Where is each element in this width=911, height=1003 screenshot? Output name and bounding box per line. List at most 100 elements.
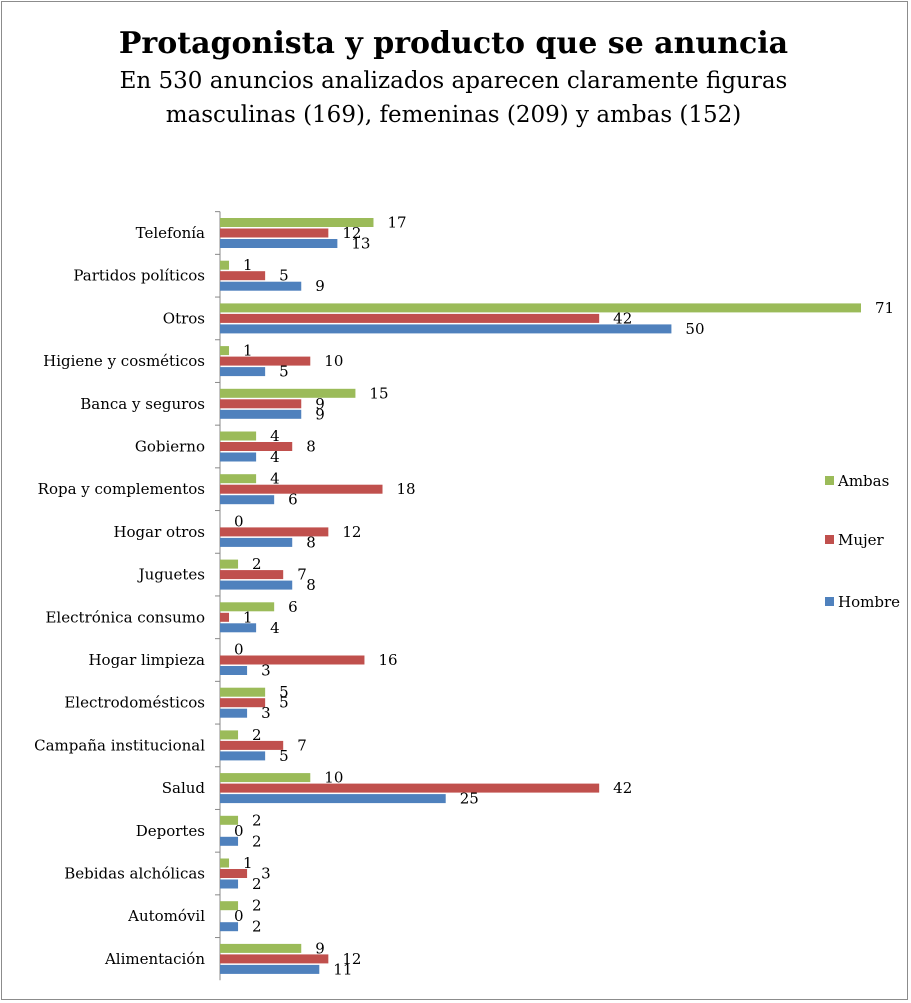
bar-ambas — [220, 388, 356, 398]
bar-hombre — [220, 580, 293, 590]
data-label-hombre: 9 — [315, 277, 325, 295]
data-label-mujer: 7 — [297, 736, 307, 754]
data-label-mujer: 42 — [613, 309, 632, 327]
bar-mujer — [220, 442, 293, 451]
data-label-mujer: 5 — [279, 694, 289, 712]
data-label-hombre: 2 — [252, 875, 262, 893]
bar-ambas — [220, 730, 239, 740]
data-label-ambas: 2 — [252, 726, 262, 744]
bar-hombre — [220, 836, 239, 846]
bar-hombre — [220, 751, 266, 761]
bar-hombre — [220, 794, 446, 804]
category-label: Alimentación — [104, 950, 205, 968]
data-label-mujer: 5 — [279, 267, 289, 285]
bar-ambas — [220, 218, 374, 227]
data-label-hombre: 2 — [252, 918, 262, 936]
bar-mujer — [220, 399, 302, 409]
bar-ambas — [220, 943, 302, 953]
data-label-hombre: 4 — [270, 448, 280, 466]
data-label-mujer: 0 — [234, 907, 244, 925]
bar-hombre — [220, 537, 293, 547]
data-label-ambas: 1 — [243, 342, 253, 360]
legend-swatch-mujer — [825, 535, 834, 544]
category-label: Juguetes — [137, 566, 205, 584]
data-label-hombre: 3 — [261, 704, 271, 722]
bar-ambas — [220, 474, 257, 484]
legend-label-mujer: Mujer — [838, 531, 885, 549]
bar-ambas — [220, 303, 861, 313]
data-label-mujer: 18 — [397, 480, 416, 498]
legend-label-hombre: Hombre — [838, 593, 900, 611]
data-label-hombre: 8 — [306, 533, 316, 551]
data-label-mujer: 42 — [613, 779, 632, 797]
data-label-mujer: 9 — [315, 395, 325, 413]
bar-ambas — [220, 687, 266, 697]
legend-swatch-ambas — [825, 476, 834, 485]
category-label: Banca y seguros — [80, 395, 205, 413]
bar-mujer — [220, 271, 266, 281]
bar-hombre — [220, 324, 672, 334]
data-label-mujer: 16 — [378, 651, 397, 669]
data-label-mujer: 0 — [234, 822, 244, 840]
data-label-ambas: 1 — [243, 854, 253, 872]
chart-subtitle-line-2: masculinas (169), femeninas (209) y amba… — [165, 102, 742, 128]
bar-mujer — [220, 484, 383, 494]
data-label-hombre: 2 — [252, 832, 262, 850]
data-label-hombre: 6 — [288, 491, 298, 509]
data-label-ambas: 1 — [243, 256, 253, 274]
bar-ambas — [220, 773, 311, 783]
category-label: Bebidas alchólicas — [64, 865, 205, 883]
data-label-ambas: 0 — [234, 512, 244, 530]
bar-mujer — [220, 740, 284, 750]
data-label-ambas: 2 — [252, 897, 262, 915]
data-label-ambas: 71 — [875, 299, 894, 317]
data-label-mujer: 8 — [306, 438, 316, 456]
data-label-mujer: 12 — [342, 224, 361, 242]
bar-ambas — [220, 431, 257, 441]
category-label: Gobierno — [135, 438, 205, 456]
category-label: Otros — [163, 309, 205, 327]
bar-hombre — [220, 239, 338, 248]
chart-subtitle-line-1: En 530 anuncios analizados aparecen clar… — [119, 68, 788, 94]
category-label: Electrodomésticos — [64, 694, 205, 712]
bar-mujer — [220, 527, 329, 537]
bar-hombre — [220, 922, 239, 932]
data-label-mujer: 7 — [297, 566, 307, 584]
bar-hombre — [220, 964, 320, 974]
category-label: Automóvil — [127, 907, 205, 925]
data-label-hombre: 50 — [685, 320, 704, 338]
bar-mujer — [220, 612, 230, 622]
bar-ambas — [220, 559, 239, 569]
data-label-hombre: 25 — [460, 790, 479, 808]
bar-ambas — [220, 346, 230, 356]
category-label: Telefonía — [136, 224, 205, 242]
data-label-hombre: 3 — [261, 662, 271, 680]
bar-ambas — [220, 602, 275, 612]
data-label-ambas: 17 — [387, 214, 406, 232]
data-label-mujer: 3 — [261, 865, 271, 883]
data-label-hombre: 5 — [279, 747, 289, 765]
bar-mujer — [220, 869, 248, 878]
data-label-hombre: 5 — [279, 363, 289, 381]
bar-ambas — [220, 858, 230, 868]
data-label-hombre: 4 — [270, 619, 280, 637]
category-label: Deportes — [136, 822, 205, 840]
bar-mujer — [220, 783, 600, 793]
category-label: Partidos políticos — [73, 267, 205, 285]
data-label-ambas: 0 — [234, 641, 244, 659]
data-label-mujer: 10 — [324, 352, 343, 370]
bar-ambas — [220, 901, 239, 911]
category-label: Hogar otros — [113, 523, 205, 541]
data-label-ambas: 9 — [315, 939, 325, 957]
data-label-mujer: 1 — [243, 608, 253, 626]
bar-mujer — [220, 954, 329, 964]
bar-mujer — [220, 655, 365, 665]
data-label-ambas: 6 — [288, 598, 298, 616]
data-label-ambas: 15 — [369, 384, 388, 402]
bar-hombre — [220, 666, 248, 675]
bar-mujer — [220, 313, 600, 323]
bar-hombre — [220, 623, 257, 633]
legend-swatch-hombre — [825, 597, 834, 606]
bar-hombre — [220, 367, 266, 377]
